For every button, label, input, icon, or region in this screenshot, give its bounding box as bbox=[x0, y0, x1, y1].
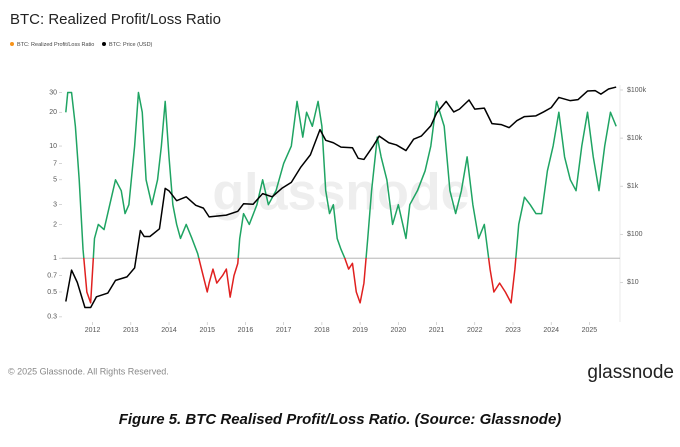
series-line bbox=[65, 91, 617, 304]
y-tick-label: 0.7 bbox=[47, 272, 57, 279]
y-tick-label: 7 bbox=[53, 160, 57, 167]
y-tick-label: 30 bbox=[49, 89, 57, 96]
x-tick-label: 2018 bbox=[314, 327, 330, 334]
series-line bbox=[65, 86, 617, 309]
caption: Figure 5. BTC Realised Profit/Loss Ratio… bbox=[119, 411, 562, 428]
x-tick-label: 2015 bbox=[199, 327, 215, 334]
y-tick-label: 3 bbox=[53, 202, 57, 209]
y-tick-label: 1 bbox=[53, 255, 57, 262]
y-tick-label: 0.5 bbox=[47, 289, 57, 296]
legend-swatch bbox=[102, 42, 106, 46]
watermark: glassnode bbox=[212, 164, 469, 222]
x-tick-label: 2024 bbox=[543, 327, 559, 334]
y-tick-label: 0.3 bbox=[47, 314, 57, 321]
y2-tick-label: $1k bbox=[627, 183, 639, 190]
logo: glassnode bbox=[587, 362, 674, 383]
y-tick-label: 10 bbox=[49, 143, 57, 150]
legend-label: BTC: Realized Profit/Loss Ratio bbox=[17, 42, 94, 48]
y2-tick-label: $10k bbox=[627, 135, 643, 142]
x-tick-label: 2017 bbox=[276, 327, 292, 334]
y-tick-label: 20 bbox=[49, 109, 57, 116]
y2-tick-label: $100 bbox=[627, 231, 643, 238]
y-tick-label: 2 bbox=[53, 221, 57, 228]
legend-label: BTC: Price (USD) bbox=[109, 42, 153, 48]
y2-tick-label: $100k bbox=[627, 87, 647, 94]
x-tick-label: 2012 bbox=[85, 327, 101, 334]
y2-tick-label: $10 bbox=[627, 279, 639, 286]
x-tick-label: 2013 bbox=[123, 327, 139, 334]
x-tick-label: 2021 bbox=[429, 327, 445, 334]
x-tick-label: 2016 bbox=[238, 327, 254, 334]
x-tick-label: 2025 bbox=[582, 327, 598, 334]
chart-title: BTC: Realized Profit/Loss Ratio bbox=[10, 11, 221, 28]
legend-swatch bbox=[10, 42, 14, 46]
x-tick-label: 2019 bbox=[352, 327, 368, 334]
x-tick-label: 2023 bbox=[505, 327, 521, 334]
x-tick-label: 2022 bbox=[467, 327, 483, 334]
y-tick-label: 5 bbox=[53, 177, 57, 184]
copyright: © 2025 Glassnode. All Rights Reserved. bbox=[8, 366, 169, 376]
x-tick-label: 2020 bbox=[391, 327, 407, 334]
x-tick-label: 2014 bbox=[161, 327, 177, 334]
